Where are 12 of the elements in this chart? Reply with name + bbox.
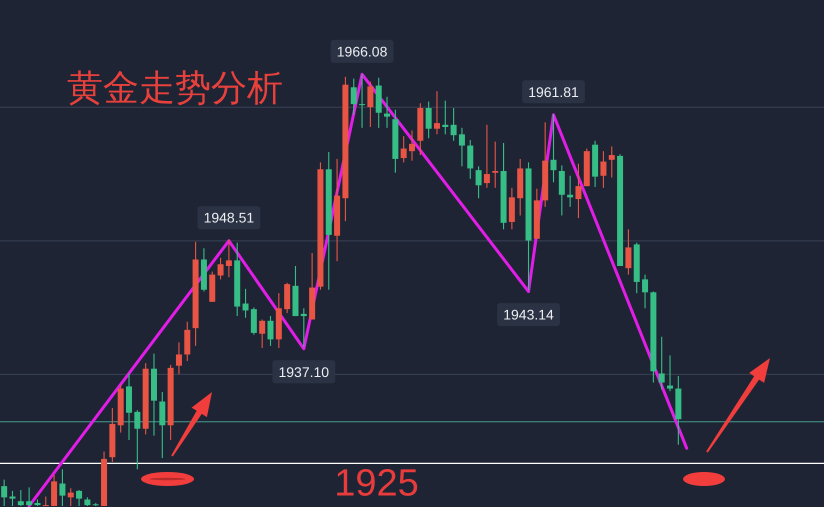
data-label: 1943.14 [503,306,554,323]
value-label: 1948.51 [197,206,260,230]
data-label: 1948.51 [204,210,254,226]
title: 黄金走势分析 [67,67,283,108]
data-label: 1966.08 [336,43,388,60]
value-label: 1943.14 [497,303,560,326]
data-label: 1937.10 [278,364,330,380]
value-label: 1966.08 [330,40,394,63]
value-label: 1961.81 [522,80,585,104]
value-label: 1937.10 [272,360,336,384]
data-label: 1961.81 [528,84,580,100]
ref-line-label: 1925 [334,462,419,504]
